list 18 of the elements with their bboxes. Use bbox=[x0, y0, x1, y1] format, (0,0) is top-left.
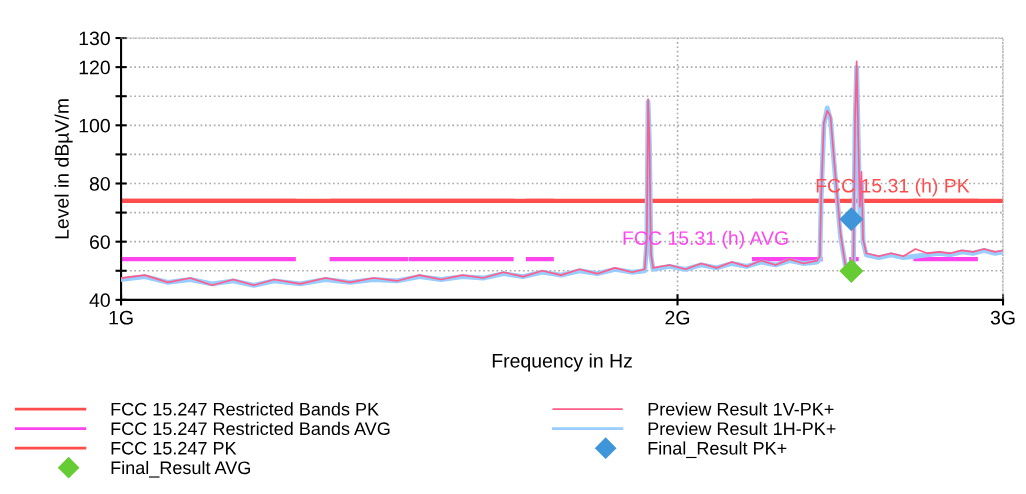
legend-label: Preview Result 1H-PK+ bbox=[648, 421, 836, 436]
legend-label: Preview Result 1V-PK+ bbox=[648, 402, 834, 416]
y-tick-label: 120 bbox=[79, 60, 110, 75]
x-tick-label: 2G bbox=[665, 310, 690, 325]
y-tick-label: 80 bbox=[89, 176, 110, 191]
y-tick-label: 130 bbox=[79, 31, 110, 46]
legend-label: FCC 15.247 Restricted Bands AVG bbox=[111, 421, 390, 436]
x-tick-label: 1G bbox=[109, 310, 133, 325]
legend-label: FCC 15.247 Restricted Bands PK bbox=[111, 402, 379, 416]
y-tick-label: 100 bbox=[79, 118, 110, 133]
y-axis-title: Level in dBµV/m bbox=[54, 99, 73, 239]
legend-label: Final_Result PK+ bbox=[648, 441, 787, 459]
y-tick-label: 60 bbox=[90, 235, 110, 249]
y-tick-label: 40 bbox=[89, 293, 110, 308]
legend-label: Final_Result AVG bbox=[111, 460, 250, 478]
legend-label: FCC 15.247 PK bbox=[111, 441, 237, 455]
x-tick-label: 3G bbox=[990, 310, 1015, 325]
x-axis-title: Frequency in Hz bbox=[492, 353, 632, 372]
